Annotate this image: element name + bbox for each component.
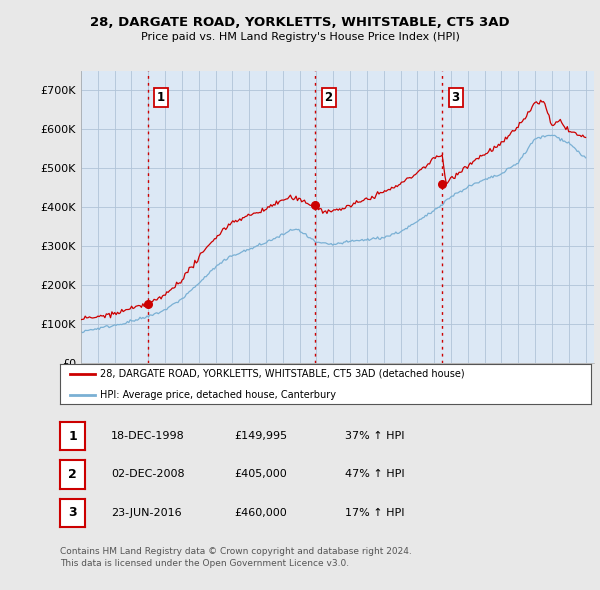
Text: 1: 1 — [68, 430, 77, 442]
Text: 2: 2 — [68, 468, 77, 481]
Text: HPI: Average price, detached house, Canterbury: HPI: Average price, detached house, Cant… — [100, 389, 336, 399]
Text: 23-JUN-2016: 23-JUN-2016 — [111, 508, 182, 517]
Text: £405,000: £405,000 — [234, 470, 287, 479]
Text: 37% ↑ HPI: 37% ↑ HPI — [345, 431, 404, 441]
Text: 28, DARGATE ROAD, YORKLETTS, WHITSTABLE, CT5 3AD: 28, DARGATE ROAD, YORKLETTS, WHITSTABLE,… — [90, 16, 510, 29]
Text: 2: 2 — [325, 91, 332, 104]
Text: 02-DEC-2008: 02-DEC-2008 — [111, 470, 185, 479]
Text: 1: 1 — [157, 91, 165, 104]
Text: 3: 3 — [68, 506, 77, 519]
Text: Contains HM Land Registry data © Crown copyright and database right 2024.
This d: Contains HM Land Registry data © Crown c… — [60, 547, 412, 568]
Text: 17% ↑ HPI: 17% ↑ HPI — [345, 508, 404, 517]
Text: £149,995: £149,995 — [234, 431, 287, 441]
Text: 3: 3 — [452, 91, 460, 104]
Text: 47% ↑ HPI: 47% ↑ HPI — [345, 470, 404, 479]
Text: Price paid vs. HM Land Registry's House Price Index (HPI): Price paid vs. HM Land Registry's House … — [140, 32, 460, 41]
Text: 28, DARGATE ROAD, YORKLETTS, WHITSTABLE, CT5 3AD (detached house): 28, DARGATE ROAD, YORKLETTS, WHITSTABLE,… — [100, 369, 464, 379]
Text: £460,000: £460,000 — [234, 508, 287, 517]
Text: 18-DEC-1998: 18-DEC-1998 — [111, 431, 185, 441]
